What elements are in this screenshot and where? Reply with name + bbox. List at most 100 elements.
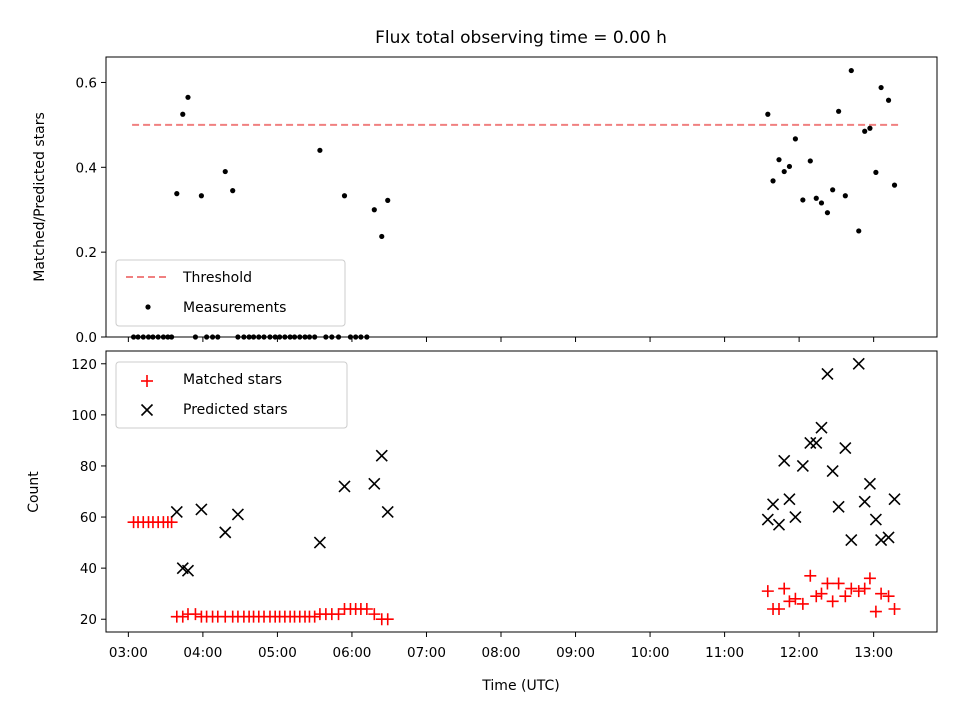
measurement-point xyxy=(770,178,776,184)
x-tick-label: 12:00 xyxy=(780,645,819,661)
predicted-stars-point xyxy=(863,477,876,490)
matched-stars-point xyxy=(839,590,852,603)
matched-stars-point xyxy=(863,572,876,585)
measurement-point xyxy=(792,136,798,142)
matched-stars-point xyxy=(810,590,823,603)
x-axis-label: Time (UTC) xyxy=(481,678,559,694)
predicted-stars-point xyxy=(821,367,834,381)
matched-stars-point xyxy=(368,608,381,621)
predicted-stars-point xyxy=(888,493,901,506)
measurement-point xyxy=(830,187,836,193)
measurement-point xyxy=(873,169,879,175)
predicted-stars-point xyxy=(219,526,232,539)
measurement-point xyxy=(781,168,787,175)
predicted-stars-point xyxy=(231,508,244,521)
predicted-stars-point xyxy=(761,513,774,526)
legend-matched-label: Matched stars xyxy=(183,372,282,388)
measurement-point xyxy=(185,94,191,100)
bottom-y-axis-label: Count xyxy=(26,471,42,513)
predicted-stars-point xyxy=(170,505,183,519)
top-axes-frame xyxy=(105,56,938,338)
matched-stars-point xyxy=(332,608,345,621)
measurement-point xyxy=(891,182,898,188)
predicted-stars-point xyxy=(839,442,852,455)
bottom-legend-box xyxy=(115,361,348,429)
matched-stars-point xyxy=(826,595,839,608)
measurement-point xyxy=(180,111,186,117)
measurement-point xyxy=(786,163,793,170)
matched-stars-point xyxy=(845,582,858,595)
top-legend-box xyxy=(115,259,346,327)
bottom-legend: Matched stars Predicted stars xyxy=(115,361,348,429)
top-axes-ratio: 0.0 0.2 0.4 0.6 Matched/Predicted stars Thr… xyxy=(32,56,938,346)
x-tick-label: 07:00 xyxy=(407,645,446,661)
predicted-stars-point xyxy=(832,500,845,513)
measurement-point xyxy=(230,188,236,194)
matched-stars-point xyxy=(176,610,189,623)
predicted-stars-point xyxy=(796,459,809,473)
x-tick-label: 09:00 xyxy=(556,645,595,661)
measurement-point xyxy=(765,111,771,117)
matched-stars-point xyxy=(778,582,791,595)
x-tick-label: 08:00 xyxy=(482,645,521,661)
x-tick-label: 11:00 xyxy=(705,645,744,661)
predicted-stars-point xyxy=(766,498,780,511)
predicted-stars-point xyxy=(858,495,871,508)
matched-stars-point xyxy=(804,569,817,582)
predicted-stars-point xyxy=(810,436,823,450)
predicted-stars-point xyxy=(313,536,326,549)
predicted-stars-point xyxy=(375,449,388,462)
measurement-point xyxy=(800,197,806,203)
predicted-stars-point xyxy=(778,454,791,467)
matched-stars-point xyxy=(875,587,888,600)
measurement-point xyxy=(385,197,391,203)
matched-stars-point xyxy=(783,595,796,608)
matched-stars-point xyxy=(821,577,834,590)
top-legend: Threshold Measurements xyxy=(115,259,346,327)
x-tick-label: 05:00 xyxy=(258,645,297,661)
measurement-point xyxy=(813,195,819,201)
predicted-stars-point xyxy=(826,464,839,478)
x-tick-label: 10:00 xyxy=(631,645,670,661)
matched-stars-point xyxy=(882,590,895,603)
matched-stars-point xyxy=(815,587,828,600)
matched-stars-point xyxy=(165,516,178,529)
predicted-stars-point xyxy=(381,505,394,519)
matched-stars-point xyxy=(858,582,871,595)
bottom-y-tick-label: 60 xyxy=(80,510,97,526)
predicted-stars-point xyxy=(195,503,208,516)
measurement-point xyxy=(836,108,842,114)
measurement-point xyxy=(848,67,854,74)
measurement-point xyxy=(885,97,892,103)
matched-stars-point xyxy=(796,597,809,610)
measurement-point xyxy=(842,193,848,199)
matched-stars-point xyxy=(789,592,802,605)
bottom-axes-frame xyxy=(105,350,938,633)
measurement-point xyxy=(341,193,348,199)
measurement-point xyxy=(818,200,825,206)
chart-title: Flux total observing time = 0.00 h xyxy=(375,28,667,48)
matched-stars-point xyxy=(832,577,845,590)
matched-stars-point xyxy=(360,603,373,616)
matched-stars-point xyxy=(189,608,202,621)
legend-predicted-swatch xyxy=(140,403,154,417)
measurement-point xyxy=(222,168,228,175)
matched-stars-point xyxy=(761,585,774,598)
matched-stars-point xyxy=(852,585,865,598)
predicted-stars-point xyxy=(368,477,381,490)
top-y-tick-label: 0.0 xyxy=(76,330,97,346)
predicted-stars-point xyxy=(875,533,888,547)
x-tick-label: 13:00 xyxy=(854,645,893,661)
top-y-tick-label: 0.6 xyxy=(76,75,97,91)
measurement-point xyxy=(776,157,782,163)
bottom-axes-count: 20 40 60 80 100 120 03:00 04:00 05:00 06:00 07:00… xyxy=(26,350,938,694)
predicted-stars-point xyxy=(181,564,195,577)
x-tick-label: 03:00 xyxy=(109,645,148,661)
predicted-stars-point xyxy=(772,518,786,531)
top-y-tick-label: 0.2 xyxy=(76,245,97,261)
measurement-point xyxy=(807,158,813,164)
predicted-stars-point xyxy=(882,531,895,544)
measurement-point xyxy=(198,193,204,199)
matched-stars-point xyxy=(308,610,321,623)
bottom-y-tick-label: 80 xyxy=(80,459,97,475)
